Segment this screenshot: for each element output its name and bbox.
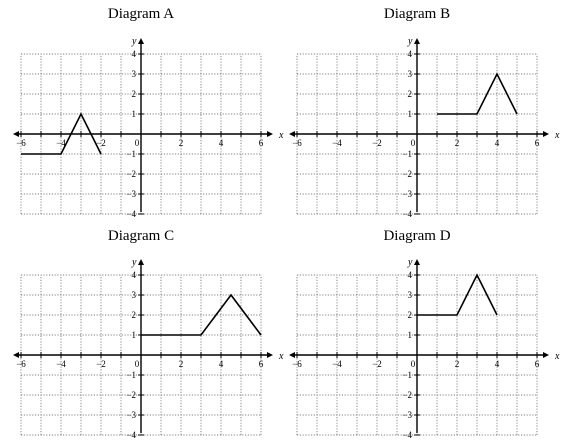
x-tick-label: −6 bbox=[292, 359, 302, 369]
x-tick-label: −4 bbox=[332, 359, 342, 369]
x-tick-label: 6 bbox=[259, 138, 264, 148]
diagram-title: Diagram B bbox=[384, 6, 450, 22]
y-tick-label: −3 bbox=[402, 189, 412, 199]
x-tick-label: 0 bbox=[135, 359, 140, 369]
y-axis-label: y bbox=[407, 257, 413, 268]
x-tick-label: −6 bbox=[292, 138, 302, 148]
x-tick-label: −2 bbox=[96, 138, 106, 148]
y-axis-label: y bbox=[131, 36, 137, 47]
y-tick-label: −3 bbox=[126, 410, 136, 420]
y-tick-label: 1 bbox=[408, 330, 413, 340]
x-axis-arrow bbox=[543, 131, 549, 137]
diagram-title: Diagram A bbox=[108, 6, 174, 22]
y-tick-label: −2 bbox=[126, 169, 136, 179]
y-tick-label: −4 bbox=[402, 209, 412, 219]
x-tick-label: 0 bbox=[411, 138, 416, 148]
y-tick-label: −4 bbox=[126, 209, 136, 219]
x-axis-arrow-left bbox=[13, 352, 19, 358]
x-tick-label: 2 bbox=[179, 359, 184, 369]
y-axis-label: y bbox=[131, 257, 137, 268]
x-tick-label: 2 bbox=[179, 138, 184, 148]
x-axis-arrow-left bbox=[289, 131, 295, 137]
y-tick-label: 1 bbox=[132, 330, 137, 340]
y-tick-label: 1 bbox=[132, 109, 137, 119]
x-tick-label: 6 bbox=[259, 359, 264, 369]
y-tick-label: −3 bbox=[402, 410, 412, 420]
graph-line bbox=[437, 72, 518, 115]
y-tick-label: −1 bbox=[402, 370, 412, 380]
x-tick-label: −4 bbox=[332, 138, 342, 148]
x-tick-label: 0 bbox=[135, 138, 140, 148]
y-tick-label: 4 bbox=[132, 49, 137, 59]
x-tick-label: 2 bbox=[455, 138, 460, 148]
diagram-a: Diagram A −6 −4 −2 0 2 4 6 4 3 2 1 −1 −2 −3 −4 x y bbox=[13, 6, 284, 219]
x-tick-label: −4 bbox=[56, 359, 66, 369]
y-tick-label: 2 bbox=[408, 89, 413, 99]
x-tick-label: −6 bbox=[16, 138, 26, 148]
x-tick-label: 6 bbox=[535, 138, 540, 148]
y-tick-label: −1 bbox=[126, 149, 136, 159]
diagram-b: Diagram B −6 −4 −2 0 2 4 6 4 3 2 1 −1 −2 −3 −4 x y bbox=[289, 6, 560, 219]
y-axis-label: y bbox=[407, 36, 413, 47]
x-axis-arrow bbox=[267, 131, 273, 137]
x-tick-label: −2 bbox=[372, 359, 382, 369]
x-tick-label: 0 bbox=[411, 359, 416, 369]
y-tick-label: −4 bbox=[126, 430, 136, 440]
y-axis-arrow bbox=[138, 259, 144, 265]
x-axis-label: x bbox=[278, 351, 284, 362]
y-tick-label: −4 bbox=[402, 430, 412, 440]
x-tick-label: 4 bbox=[495, 138, 500, 148]
y-axis-arrow bbox=[138, 38, 144, 44]
y-tick-label: 4 bbox=[408, 270, 413, 280]
x-tick-label: −2 bbox=[372, 138, 382, 148]
y-tick-label: −3 bbox=[126, 189, 136, 199]
x-axis-arrow-left bbox=[289, 352, 295, 358]
graph-line bbox=[141, 293, 262, 336]
y-tick-label: 3 bbox=[132, 290, 137, 300]
y-tick-label: 2 bbox=[132, 89, 137, 99]
x-tick-label: 4 bbox=[219, 359, 224, 369]
y-tick-label: 3 bbox=[408, 290, 413, 300]
diagram-title: Diagram C bbox=[108, 228, 174, 244]
x-axis-arrow bbox=[267, 352, 273, 358]
x-axis-arrow bbox=[543, 352, 549, 358]
x-tick-label: 2 bbox=[455, 359, 460, 369]
x-tick-label: 4 bbox=[219, 138, 224, 148]
x-axis-arrow-left bbox=[13, 131, 19, 137]
y-axis-arrow bbox=[414, 38, 420, 44]
x-tick-label: 6 bbox=[535, 359, 540, 369]
y-tick-label: 2 bbox=[408, 310, 413, 320]
x-axis-label: x bbox=[554, 130, 560, 141]
y-tick-label: 4 bbox=[408, 49, 413, 59]
x-tick-label: −4 bbox=[56, 138, 66, 148]
y-tick-label: 3 bbox=[408, 69, 413, 79]
graph-line bbox=[417, 273, 498, 316]
x-tick-label: −6 bbox=[16, 359, 26, 369]
x-tick-label: −2 bbox=[96, 359, 106, 369]
x-tick-label: 4 bbox=[495, 359, 500, 369]
y-tick-label: 3 bbox=[132, 69, 137, 79]
y-tick-label: −1 bbox=[126, 370, 136, 380]
y-tick-label: −2 bbox=[126, 390, 136, 400]
diagram-d: Diagram D −6 −4 −2 0 2 4 6 4 3 2 1 −1 −2 −3 −4 x y bbox=[289, 228, 560, 440]
y-axis-arrow bbox=[414, 259, 420, 265]
diagram-title: Diagram D bbox=[383, 228, 450, 244]
diagram-c: Diagram C −6 −4 −2 0 2 4 6 4 3 2 1 −1 −2 −3 −4 x y bbox=[13, 228, 284, 440]
y-tick-label: −1 bbox=[402, 149, 412, 159]
y-tick-label: 1 bbox=[408, 109, 413, 119]
x-axis-label: x bbox=[554, 351, 560, 362]
y-tick-label: 4 bbox=[132, 270, 137, 280]
x-axis-label: x bbox=[278, 130, 284, 141]
y-tick-label: −2 bbox=[402, 390, 412, 400]
y-tick-label: 2 bbox=[132, 310, 137, 320]
y-tick-label: −2 bbox=[402, 169, 412, 179]
graph-line bbox=[21, 112, 102, 155]
